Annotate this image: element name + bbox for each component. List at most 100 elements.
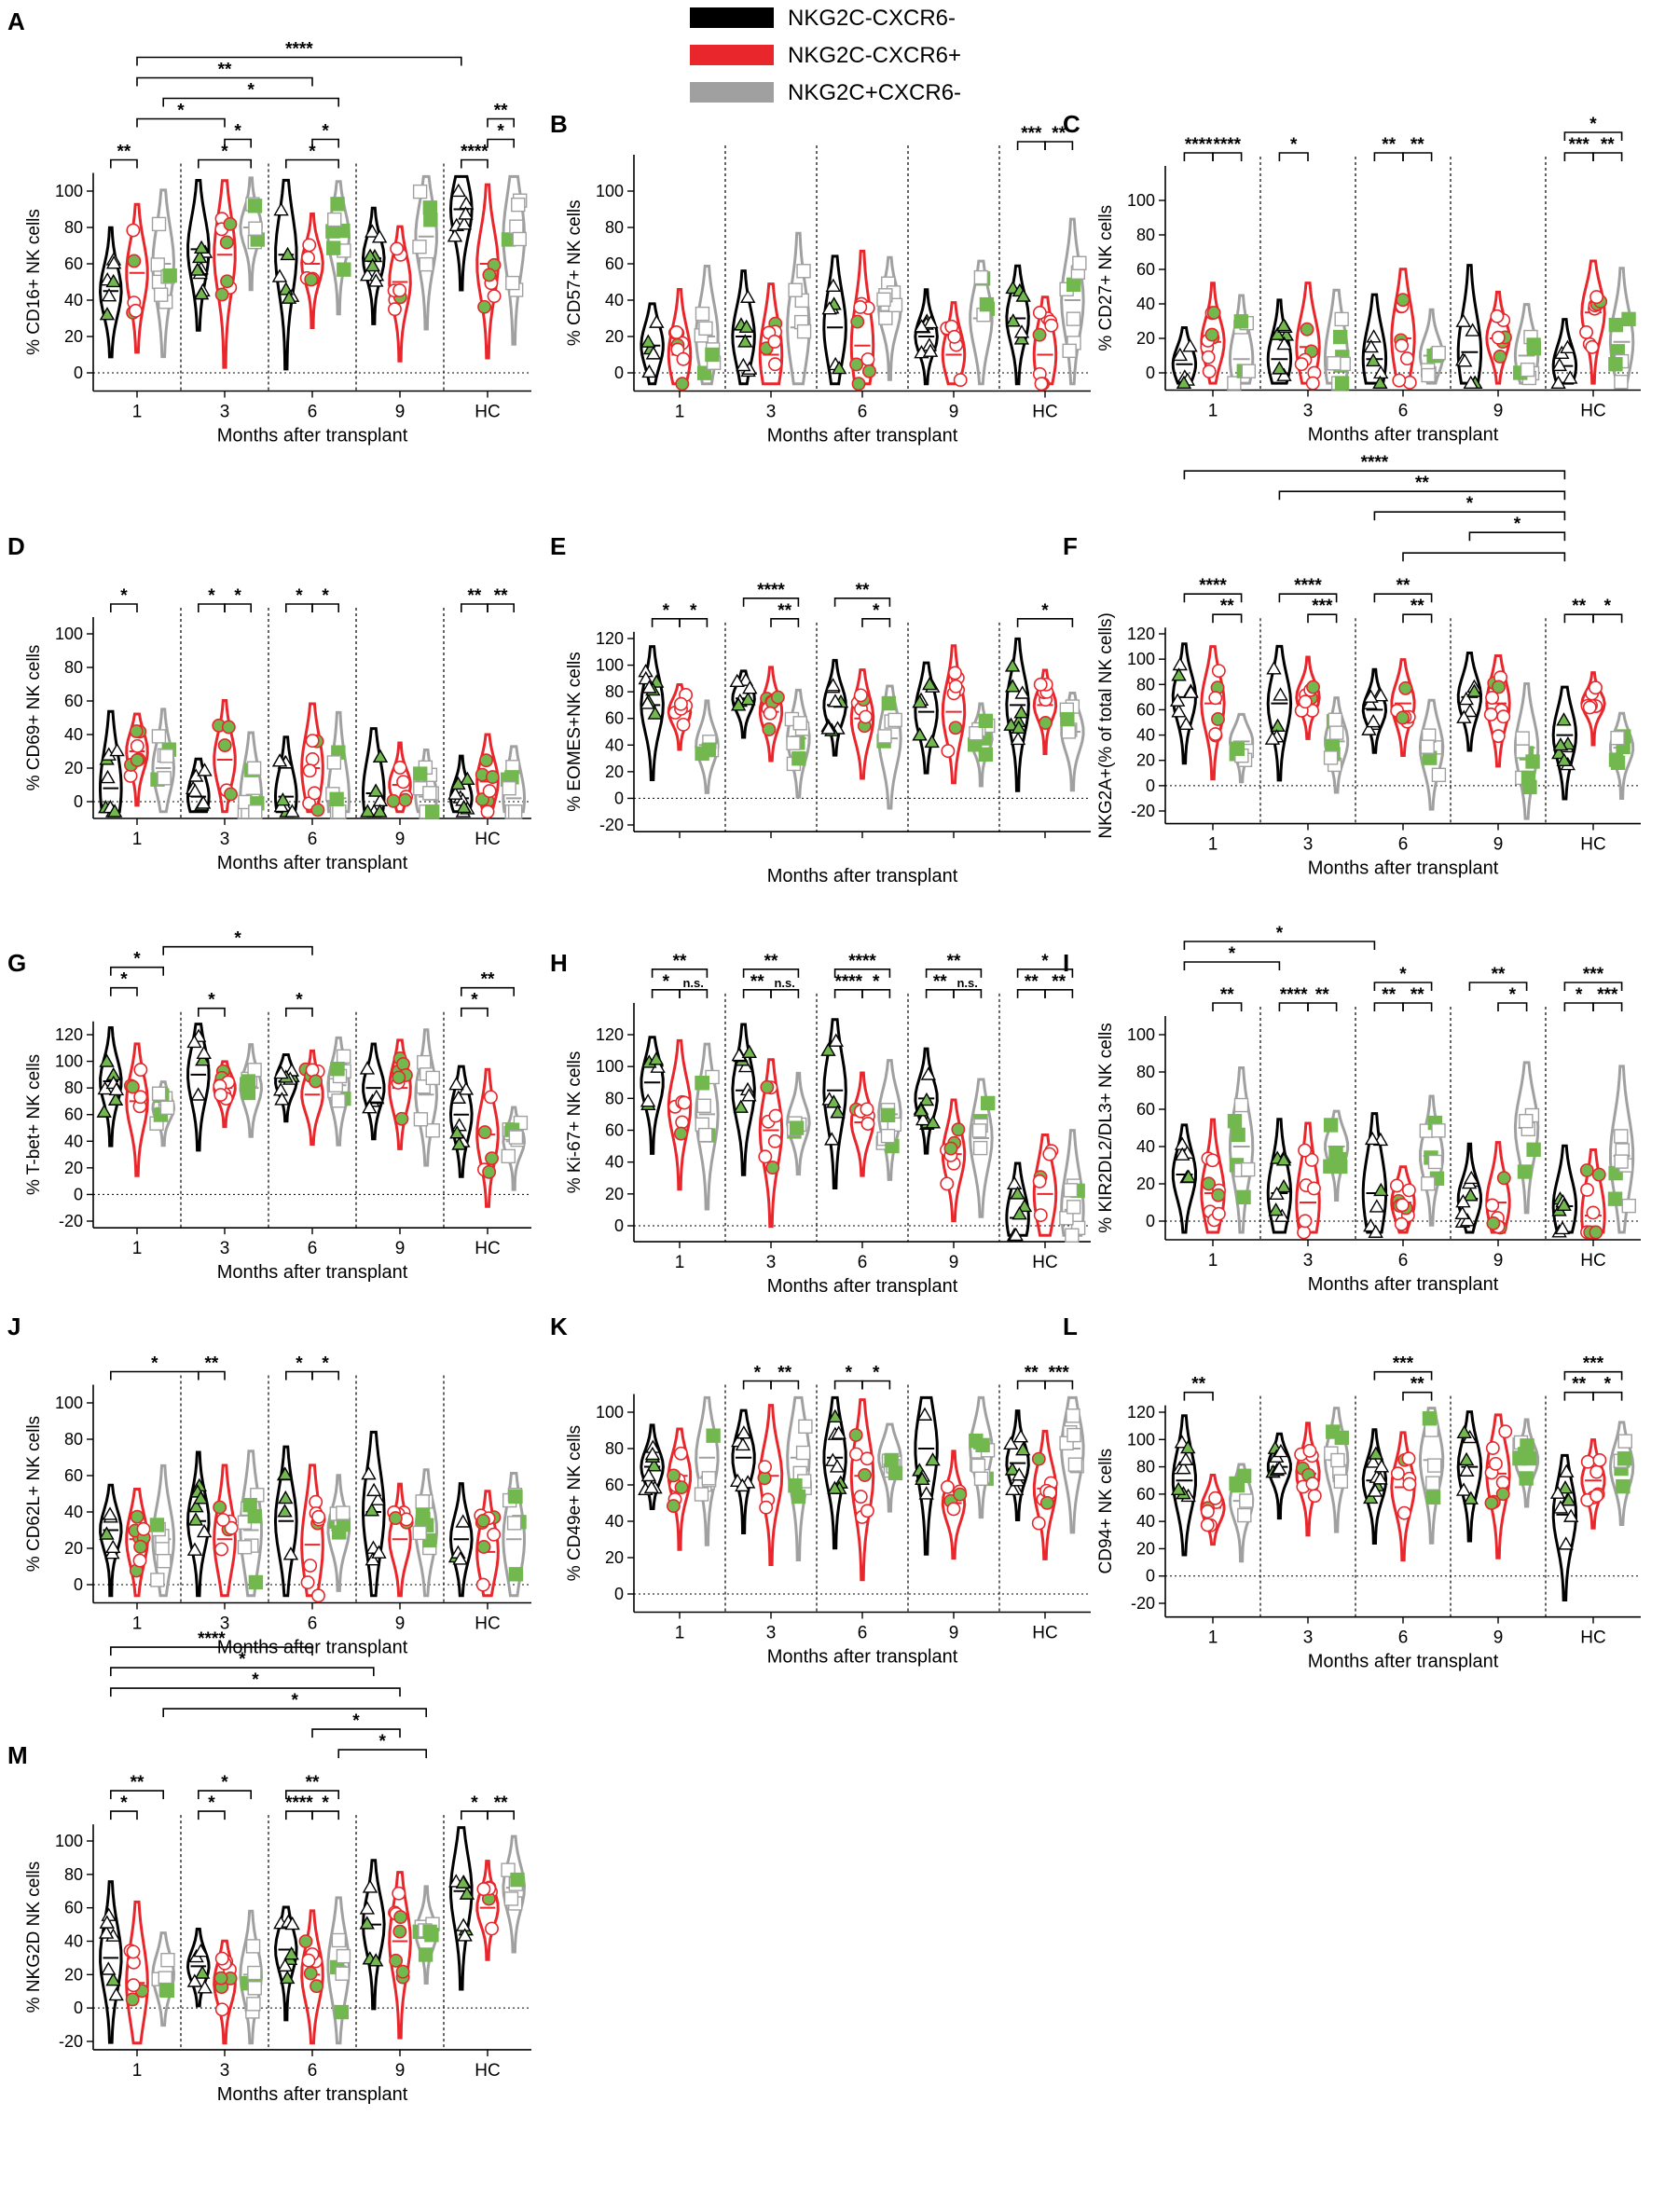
significance-label: **** — [1280, 985, 1308, 1005]
data-point — [1241, 364, 1257, 378]
data-point — [641, 680, 657, 694]
data-point — [1490, 309, 1505, 323]
significance-label: ** — [764, 952, 778, 971]
violin — [969, 1078, 994, 1218]
significance-bracket — [311, 1810, 339, 1820]
violin — [640, 645, 665, 782]
data-point — [485, 1921, 499, 1936]
significance-label: ** — [1410, 135, 1424, 155]
data-point — [220, 274, 235, 289]
data-point — [915, 1471, 930, 1485]
significance-label: * — [1509, 985, 1517, 1005]
data-point — [1273, 687, 1288, 701]
y-tick-label: 120 — [596, 629, 624, 648]
y-tick-label: 100 — [55, 182, 83, 200]
y-tick-label: 60 — [64, 1899, 83, 1917]
data-point — [791, 751, 806, 766]
data-point — [1498, 1424, 1513, 1439]
data-point — [1031, 1451, 1046, 1466]
significance-label: ** — [481, 970, 495, 990]
data-point — [412, 1525, 427, 1541]
significance-bracket — [1373, 511, 1566, 521]
significance-label: * — [322, 1354, 329, 1374]
data-point — [767, 1133, 782, 1148]
data-point — [133, 1063, 148, 1078]
data-point — [392, 1070, 406, 1085]
data-point — [487, 1527, 502, 1542]
significance-label: * — [291, 1691, 298, 1711]
data-point — [1306, 680, 1321, 694]
data-point — [508, 1489, 523, 1504]
data-point — [125, 1079, 140, 1094]
violin — [758, 282, 784, 386]
data-point — [738, 319, 754, 334]
data-point — [190, 1087, 206, 1101]
data-point — [673, 696, 688, 711]
y-tick-label: 20 — [1136, 329, 1155, 348]
data-point — [392, 1886, 406, 1901]
data-point — [160, 1952, 175, 1968]
data-point — [1492, 680, 1506, 694]
data-point — [969, 1433, 984, 1449]
data-point — [788, 282, 803, 297]
data-point — [1032, 306, 1047, 320]
data-point — [101, 288, 117, 302]
significance-bracket — [110, 158, 138, 169]
x-tick-label: 6 — [308, 1239, 318, 1258]
data-point — [127, 254, 142, 268]
y-tick-label: 20 — [1136, 1175, 1155, 1193]
y-tick-label: 0 — [74, 792, 83, 811]
data-point — [162, 268, 177, 283]
data-point — [1269, 1186, 1285, 1200]
data-point — [1233, 314, 1249, 329]
y-tick-label: 0 — [1146, 1212, 1155, 1230]
significance-bracket — [1402, 152, 1433, 161]
data-point — [336, 1049, 351, 1065]
y-axis-label: % Ki-67+ NK cells — [565, 1051, 585, 1194]
significance-label: * — [378, 1732, 386, 1752]
data-point — [1421, 1176, 1436, 1191]
panel-letter: D — [7, 532, 25, 560]
data-point — [1208, 1491, 1223, 1505]
violin — [502, 1472, 526, 1598]
data-point — [311, 1509, 326, 1524]
data-point — [1033, 677, 1048, 692]
y-tick-label: 60 — [605, 1121, 624, 1140]
x-tick-label: 1 — [132, 403, 143, 422]
significance-bracket — [311, 603, 339, 612]
significance-bracket — [1212, 1002, 1243, 1011]
violin — [388, 1482, 412, 1598]
data-point — [485, 770, 500, 785]
data-point — [673, 1446, 688, 1461]
data-point — [1013, 324, 1030, 338]
data-point — [305, 752, 320, 766]
data-point — [1549, 1485, 1566, 1499]
x-tick-label: HC — [475, 1614, 500, 1634]
x-tick-label: 9 — [949, 403, 959, 422]
significance-bracket — [1183, 470, 1566, 480]
data-point — [102, 1506, 118, 1520]
x-tick-label: 3 — [220, 2061, 230, 2081]
data-point — [1305, 1477, 1320, 1491]
data-point — [247, 1508, 262, 1524]
significance-bracket — [1592, 1002, 1623, 1011]
violin — [388, 1871, 412, 2040]
data-point — [188, 1498, 204, 1513]
violin — [239, 1043, 263, 1138]
data-point — [640, 334, 656, 348]
significance-label: ** — [131, 1773, 144, 1793]
violin — [1171, 1414, 1197, 1557]
data-point — [1032, 327, 1047, 342]
y-tick-label: 100 — [55, 1832, 83, 1850]
y-tick-label: 60 — [1136, 700, 1155, 719]
data-point — [643, 1479, 660, 1494]
data-point — [1227, 376, 1242, 391]
x-tick-label: HC — [1032, 1624, 1057, 1643]
x-tick-label: 6 — [1398, 1628, 1409, 1648]
data-point — [1176, 1461, 1191, 1475]
significance-bracket — [198, 1370, 226, 1381]
data-point — [946, 1502, 961, 1517]
data-point — [698, 321, 713, 337]
data-point — [359, 268, 376, 282]
data-point — [1556, 752, 1572, 767]
